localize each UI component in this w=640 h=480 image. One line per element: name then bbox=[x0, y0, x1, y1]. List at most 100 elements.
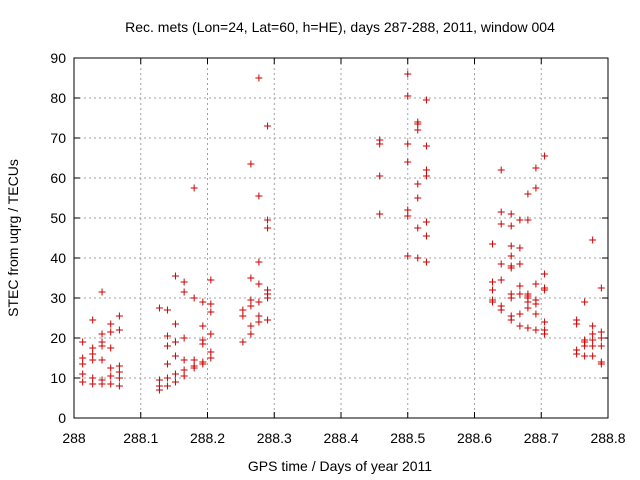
data-point bbox=[422, 218, 430, 226]
data-point bbox=[404, 70, 412, 78]
data-point bbox=[89, 350, 97, 358]
data-point bbox=[573, 320, 581, 328]
data-point bbox=[589, 336, 597, 344]
data-point bbox=[98, 330, 106, 338]
data-point bbox=[597, 284, 605, 292]
data-point bbox=[524, 304, 532, 312]
data-point bbox=[532, 310, 540, 318]
data-point bbox=[422, 232, 430, 240]
data-point bbox=[171, 352, 179, 360]
x-tick-label: 288.6 bbox=[457, 430, 492, 446]
data-point bbox=[115, 326, 123, 334]
data-point bbox=[207, 354, 215, 362]
data-point bbox=[404, 212, 412, 220]
data-point bbox=[497, 260, 505, 268]
data-point bbox=[516, 322, 524, 330]
data-point bbox=[376, 172, 384, 180]
data-point bbox=[376, 210, 384, 218]
data-point bbox=[507, 264, 515, 272]
data-point bbox=[255, 192, 263, 200]
data-point bbox=[532, 326, 540, 334]
data-point bbox=[264, 122, 272, 130]
data-point bbox=[524, 216, 532, 224]
data-point bbox=[414, 254, 422, 262]
data-point bbox=[489, 298, 497, 306]
data-point bbox=[107, 364, 115, 372]
data-point bbox=[79, 378, 87, 386]
data-point bbox=[255, 298, 263, 306]
data-point bbox=[507, 210, 515, 218]
data-point bbox=[180, 356, 188, 364]
data-point bbox=[190, 184, 198, 192]
y-tick-labels: 0 10 20 30 40 50 60 70 80 90 bbox=[50, 50, 66, 426]
data-point bbox=[404, 158, 412, 166]
data-point bbox=[163, 382, 171, 390]
data-point bbox=[264, 224, 272, 232]
data-point bbox=[199, 298, 207, 306]
x-tick-label: 288.2 bbox=[190, 430, 225, 446]
x-tick-label: 288.5 bbox=[390, 430, 425, 446]
data-point bbox=[207, 348, 215, 356]
x-tick-label: 288.7 bbox=[524, 430, 559, 446]
plot-frame bbox=[73, 57, 609, 419]
data-point bbox=[524, 298, 532, 306]
data-point bbox=[489, 286, 497, 294]
data-point bbox=[155, 386, 163, 394]
data-point bbox=[247, 302, 255, 310]
data-point bbox=[255, 280, 263, 288]
data-point bbox=[239, 338, 247, 346]
data-point bbox=[255, 312, 263, 320]
data-point bbox=[255, 258, 263, 266]
data-point bbox=[422, 96, 430, 104]
data-point bbox=[414, 224, 422, 232]
data-points bbox=[79, 70, 605, 394]
data-point bbox=[247, 274, 255, 282]
data-point bbox=[207, 308, 215, 316]
data-point bbox=[516, 290, 524, 298]
data-point bbox=[541, 330, 549, 338]
data-point bbox=[89, 374, 97, 382]
data-point bbox=[507, 252, 515, 260]
data-point bbox=[163, 374, 171, 382]
y-tick-label: 60 bbox=[50, 170, 66, 186]
data-point bbox=[180, 372, 188, 380]
data-point bbox=[507, 222, 515, 230]
data-point bbox=[107, 380, 115, 388]
y-tick-label: 90 bbox=[50, 50, 66, 66]
y-axis-title: STEC from uqrg / TECUs bbox=[5, 159, 21, 317]
data-point bbox=[597, 360, 605, 368]
data-point bbox=[79, 370, 87, 378]
data-point bbox=[597, 342, 605, 350]
data-point bbox=[404, 252, 412, 260]
data-point bbox=[163, 360, 171, 368]
data-point bbox=[507, 242, 515, 250]
data-point bbox=[115, 368, 123, 376]
data-point bbox=[180, 278, 188, 286]
data-point bbox=[589, 236, 597, 244]
data-point bbox=[541, 152, 549, 160]
y-tick-label: 30 bbox=[50, 290, 66, 306]
data-point bbox=[532, 280, 540, 288]
data-point bbox=[414, 126, 422, 134]
data-point bbox=[422, 166, 430, 174]
data-point bbox=[589, 352, 597, 360]
data-point bbox=[180, 288, 188, 296]
data-point bbox=[414, 120, 422, 128]
data-point bbox=[98, 380, 106, 388]
data-point bbox=[489, 278, 497, 286]
data-point bbox=[199, 322, 207, 330]
data-point bbox=[115, 374, 123, 382]
data-point bbox=[497, 220, 505, 228]
data-point bbox=[414, 180, 422, 188]
data-point bbox=[171, 320, 179, 328]
data-point bbox=[199, 340, 207, 348]
data-point bbox=[541, 318, 549, 326]
x-tick-label: 288.4 bbox=[323, 430, 358, 446]
x-tick-labels: 288 288.1 288.2 288.3 288.4 288.5 288.6 288.7 28… bbox=[62, 430, 625, 446]
data-point bbox=[264, 316, 272, 324]
data-point bbox=[247, 330, 255, 338]
data-point bbox=[171, 378, 179, 386]
data-point bbox=[516, 310, 524, 318]
data-point bbox=[163, 332, 171, 340]
